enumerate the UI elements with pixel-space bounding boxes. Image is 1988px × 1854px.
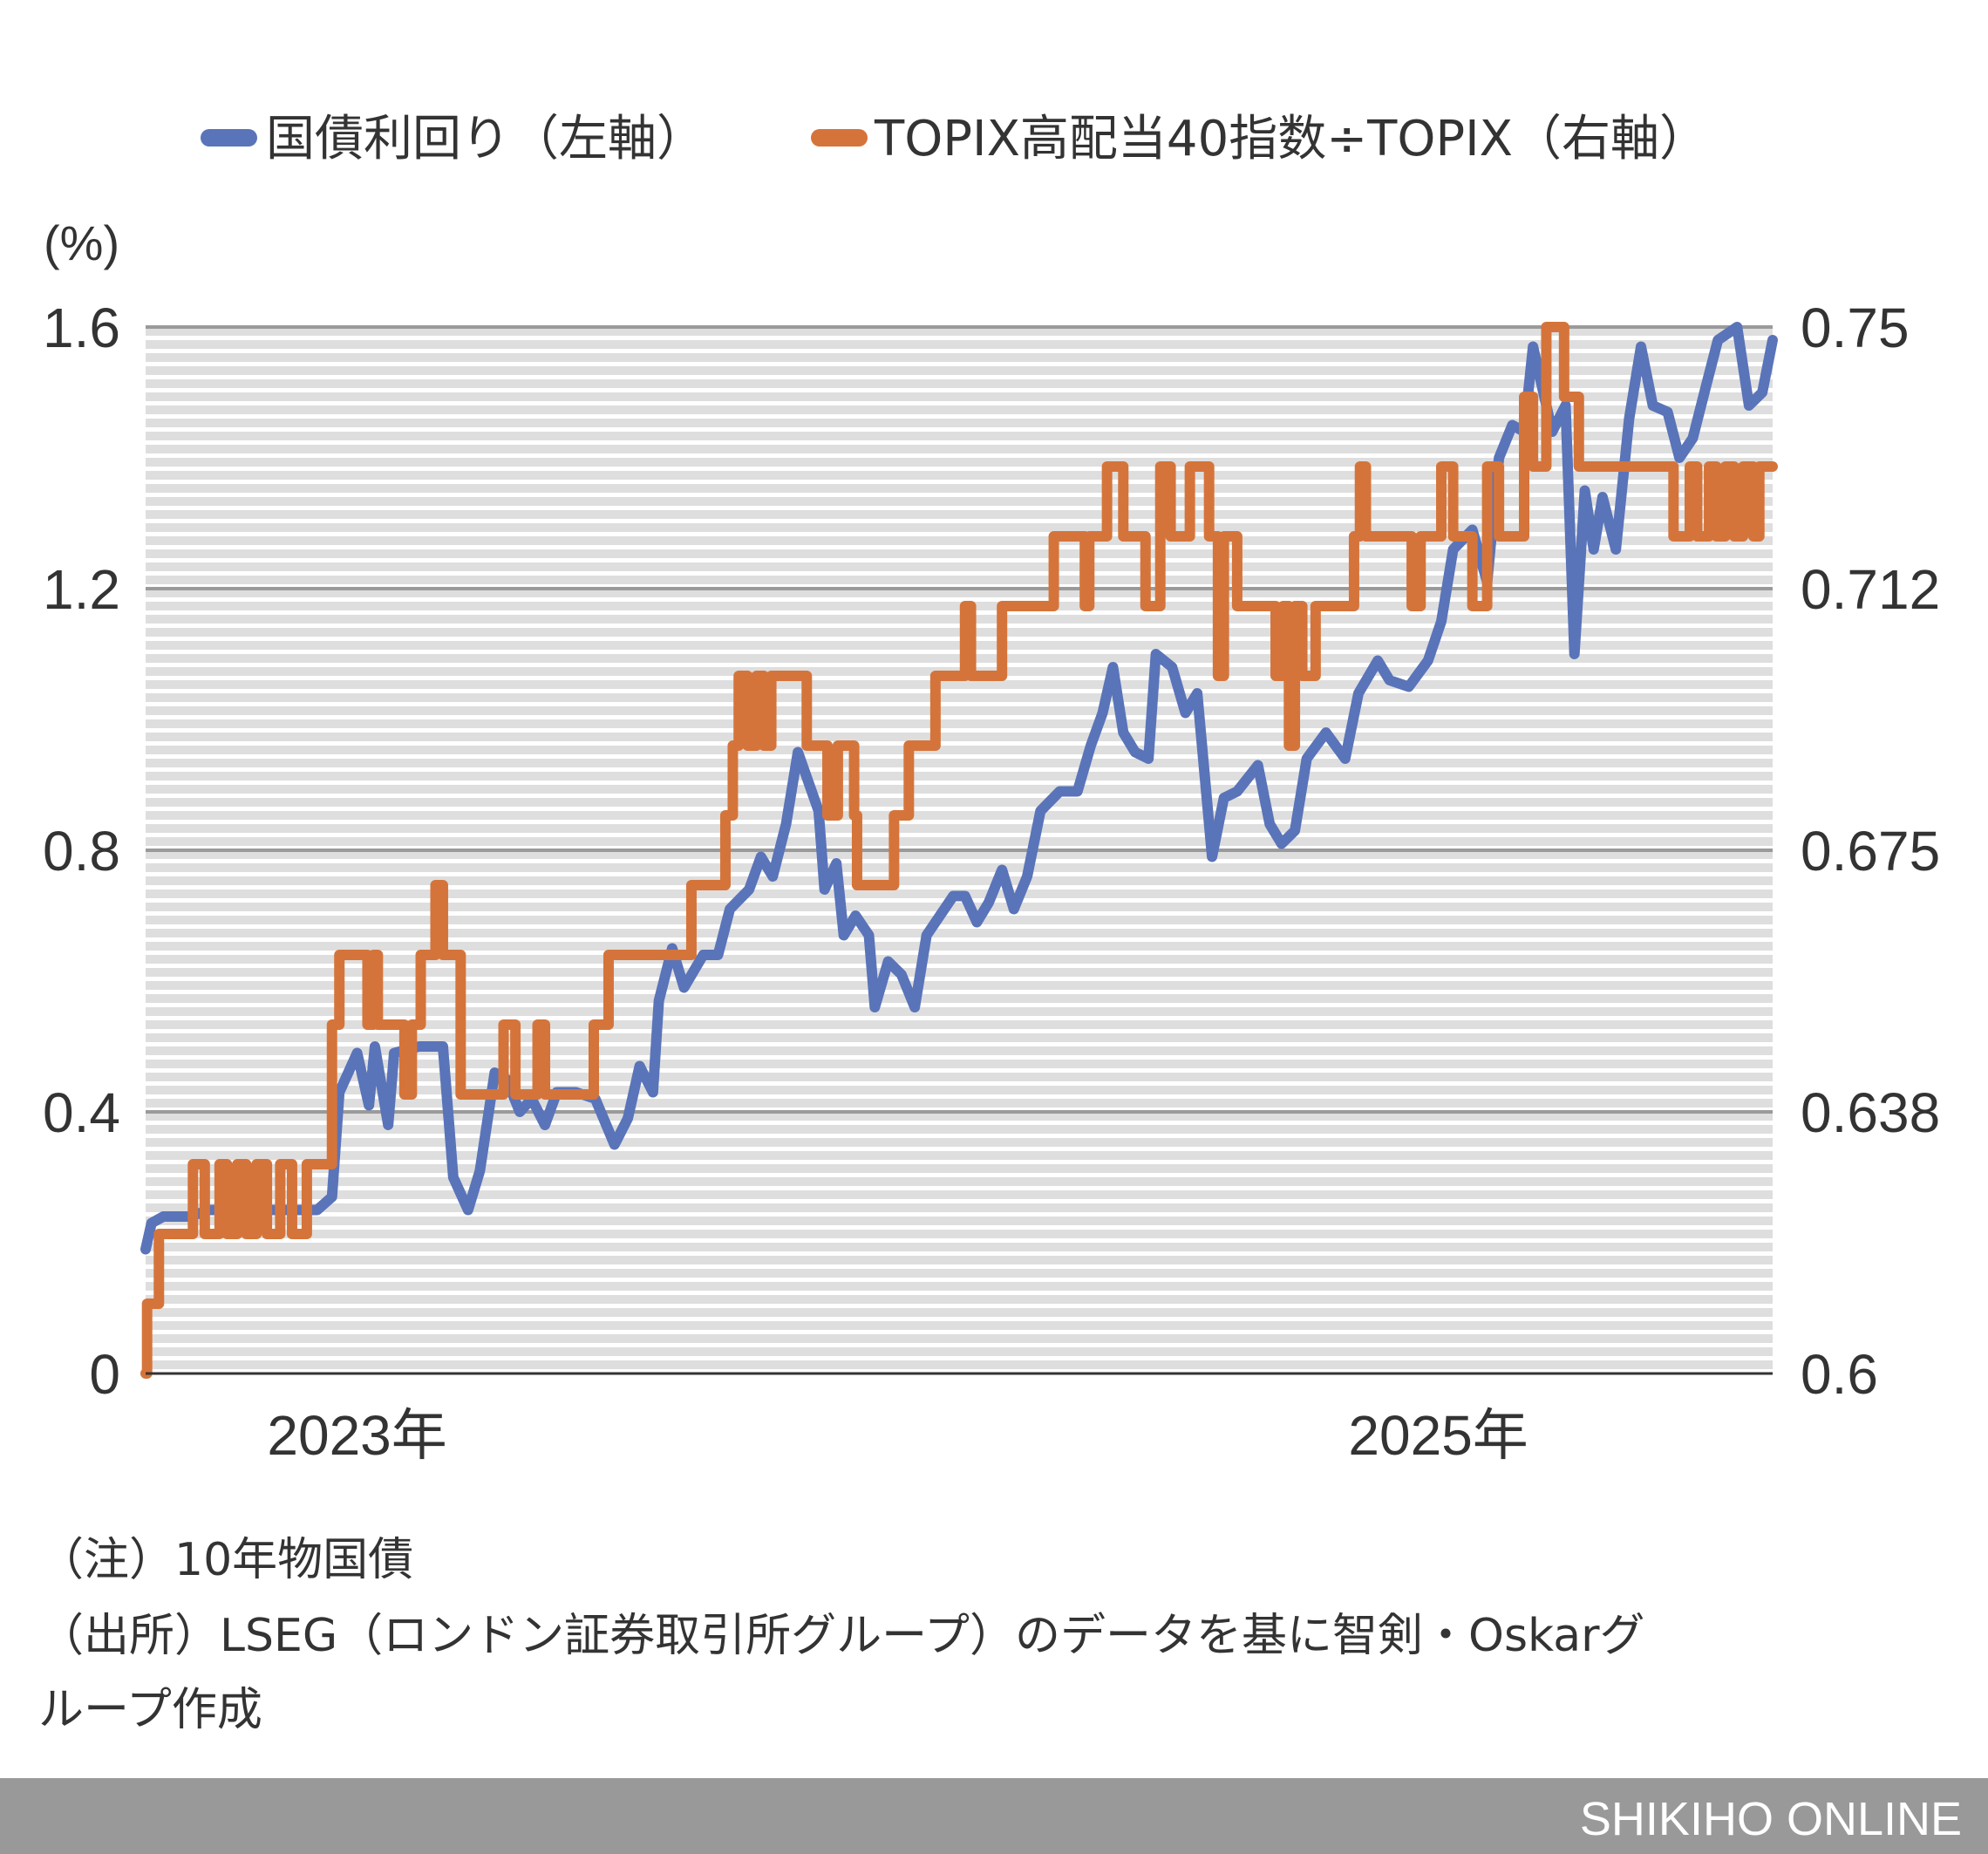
- series-group: [140, 322, 1778, 1379]
- y-left-tick: 0: [89, 1343, 120, 1406]
- x-tick-label: 2023年: [267, 1404, 446, 1467]
- y-axis-right: 0.6 0.638 0.675 0.712 0.75: [1801, 297, 1940, 1406]
- x-axis: 2023年 2025年: [267, 1404, 1528, 1467]
- note-line: （注）10年物国債: [38, 1534, 413, 1586]
- y-right-tick: 0.675: [1801, 820, 1940, 883]
- series-line-bond-yield: [140, 322, 1778, 1255]
- legend: 国債利回り（左軸） TOPIX高配当40指数÷TOPIX（右軸）: [201, 111, 1708, 167]
- gridlines: [146, 325, 1773, 1114]
- notes: （注）10年物国債 （出所）LSEG（ロンドン証券取引所グループ）のデータを基に…: [38, 1534, 1644, 1736]
- legend-label-topix-ratio: TOPIX高配当40指数÷TOPIX（右軸）: [874, 111, 1708, 167]
- footer-bar: [0, 1778, 1988, 1854]
- y-left-tick: 0.4: [43, 1081, 120, 1144]
- footer-brand: SHIKIHO ONLINE: [1580, 1793, 1962, 1845]
- y-right-tick: 0.6: [1801, 1343, 1878, 1406]
- series-line-topix-ratio: [140, 322, 1778, 1379]
- y-right-tick: 0.638: [1801, 1081, 1940, 1144]
- y-left-tick: 1.2: [43, 558, 120, 621]
- note-source: （出所）LSEG（ロンドン証券取引所グループ）のデータを基に智剣・Oskarグ: [38, 1610, 1644, 1662]
- y-left-tick: 1.6: [43, 297, 120, 359]
- note-source-cont: ループ作成: [38, 1684, 262, 1736]
- y-right-tick: 0.75: [1801, 297, 1910, 359]
- legend-label-bond-yield: 国債利回り（左軸）: [266, 111, 705, 167]
- y-right-tick: 0.712: [1801, 558, 1940, 621]
- y-axis-unit-label: (%): [44, 215, 119, 270]
- y-axis-left: 0 0.4 0.8 1.2 1.6: [43, 297, 120, 1406]
- y-left-tick: 0.8: [43, 820, 120, 883]
- x-tick-label: 2025年: [1348, 1404, 1528, 1467]
